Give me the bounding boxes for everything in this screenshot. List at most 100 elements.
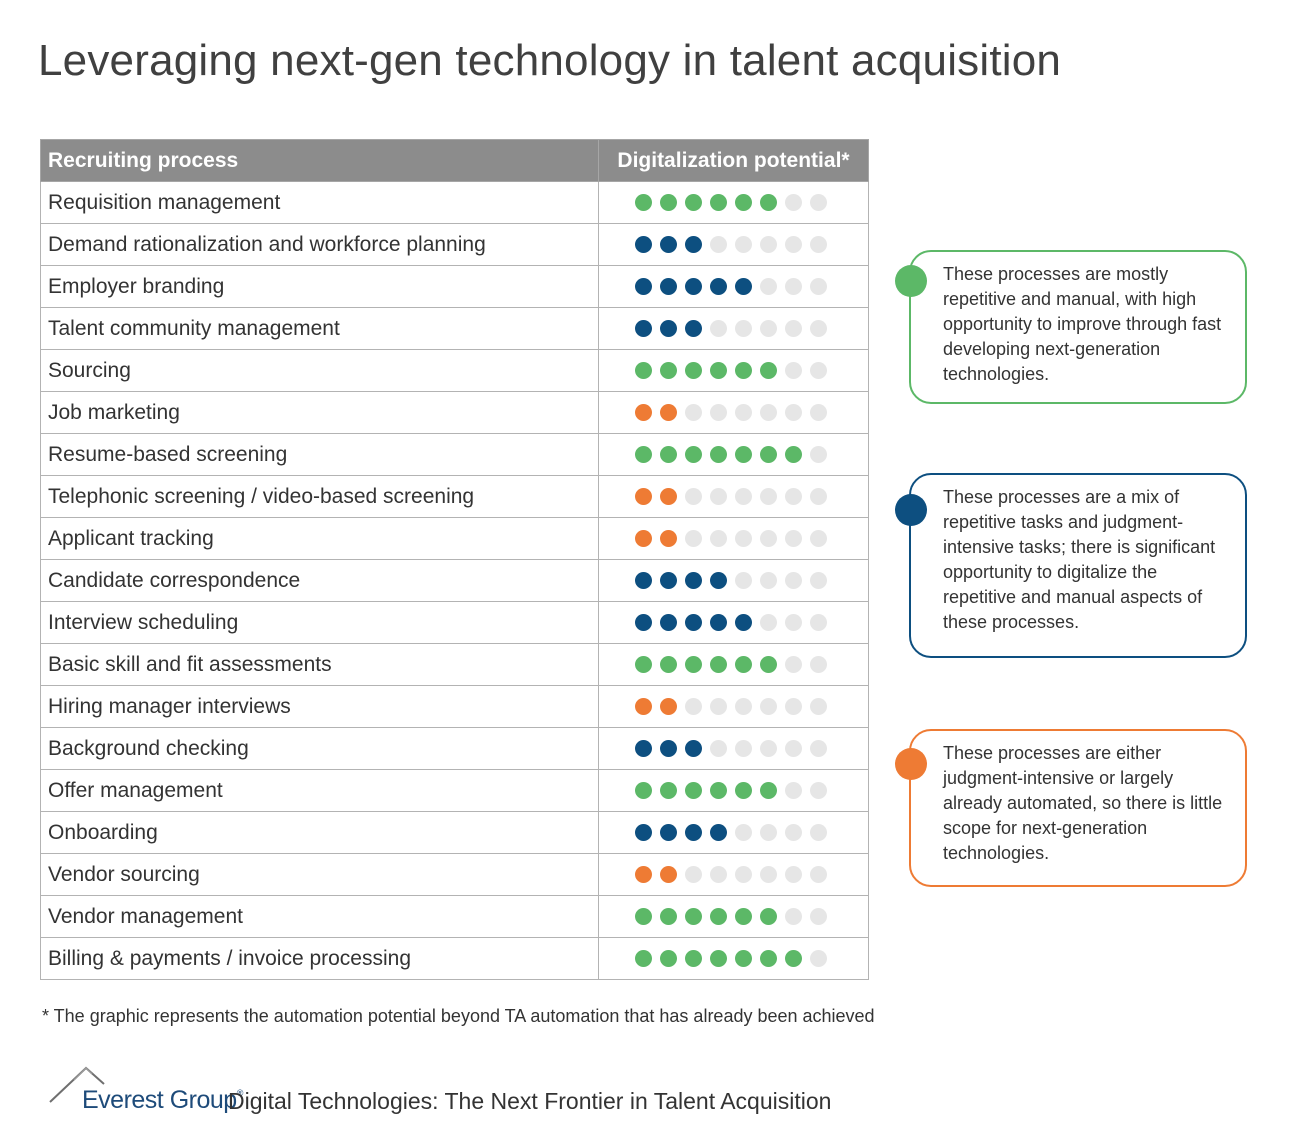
process-name: Basic skill and fit assessments [40, 643, 599, 686]
empty-dot [785, 194, 802, 211]
empty-dot [685, 866, 702, 883]
empty-dot [710, 320, 727, 337]
empty-dot [760, 320, 777, 337]
filled-dot [685, 194, 702, 211]
empty-dot [760, 236, 777, 253]
digitalization-potential [598, 853, 869, 896]
empty-dot [735, 488, 752, 505]
filled-dot [735, 614, 752, 631]
empty-dot [810, 530, 827, 547]
process-name: Talent community management [40, 307, 599, 350]
empty-dot [735, 572, 752, 589]
empty-dot [785, 488, 802, 505]
empty-dot [810, 194, 827, 211]
potential-dots [635, 602, 868, 643]
empty-dot [710, 236, 727, 253]
potential-dots [635, 518, 868, 559]
digitalization-potential [598, 265, 869, 308]
filled-dot [735, 782, 752, 799]
filled-dot [660, 614, 677, 631]
empty-dot [760, 866, 777, 883]
digitalization-potential [598, 391, 869, 434]
filled-dot [710, 950, 727, 967]
empty-dot [810, 740, 827, 757]
table-row: Vendor sourcing [40, 853, 869, 896]
brand-logo-text: Everest Group® [82, 1086, 243, 1114]
empty-dot [810, 572, 827, 589]
empty-dot [760, 530, 777, 547]
empty-dot [735, 320, 752, 337]
filled-dot [660, 446, 677, 463]
empty-dot [710, 488, 727, 505]
filled-dot [635, 530, 652, 547]
filled-dot [710, 824, 727, 841]
empty-dot [810, 866, 827, 883]
filled-dot [760, 950, 777, 967]
legend-text-medium: These processes are a mix of repetitive … [943, 487, 1216, 632]
table-row: Basic skill and fit assessments [40, 643, 869, 686]
filled-dot [710, 278, 727, 295]
empty-dot [785, 614, 802, 631]
process-name: Requisition management [40, 181, 599, 224]
filled-dot [685, 740, 702, 757]
empty-dot [710, 404, 727, 421]
filled-dot [660, 194, 677, 211]
filled-dot [660, 320, 677, 337]
table-header-row: Recruiting process Digitalization potent… [40, 139, 869, 182]
empty-dot [810, 782, 827, 799]
digitalization-potential [598, 307, 869, 350]
empty-dot [785, 698, 802, 715]
digitalization-potential [598, 895, 869, 938]
filled-dot [685, 614, 702, 631]
empty-dot [685, 404, 702, 421]
everest-mountain-icon [49, 1066, 105, 1103]
empty-dot [760, 404, 777, 421]
process-name: Background checking [40, 727, 599, 770]
filled-dot [660, 782, 677, 799]
filled-dot [760, 656, 777, 673]
empty-dot [710, 866, 727, 883]
process-name: Onboarding [40, 811, 599, 854]
potential-dots [635, 266, 868, 307]
filled-dot [685, 320, 702, 337]
filled-dot [760, 782, 777, 799]
empty-dot [785, 782, 802, 799]
empty-dot [685, 530, 702, 547]
empty-dot [735, 404, 752, 421]
empty-dot [810, 236, 827, 253]
filled-dot [635, 782, 652, 799]
filled-dot [660, 908, 677, 925]
filled-dot [685, 362, 702, 379]
potential-dots [635, 560, 868, 601]
filled-dot [660, 656, 677, 673]
table-body: Requisition management Demand rationaliza… [40, 181, 869, 980]
process-name: Telephonic screening / video-based scree… [40, 475, 599, 518]
filled-dot [635, 278, 652, 295]
table-row: Talent community management [40, 307, 869, 350]
column-header-process: Recruiting process [40, 139, 599, 182]
process-name: Interview scheduling [40, 601, 599, 644]
potential-dots [635, 896, 868, 937]
filled-dot [660, 824, 677, 841]
digitalization-potential [598, 475, 869, 518]
empty-dot [760, 740, 777, 757]
table-row: Billing & payments / invoice processing [40, 937, 869, 980]
empty-dot [760, 698, 777, 715]
filled-dot [660, 362, 677, 379]
table-row: Sourcing [40, 349, 869, 392]
filled-dot [785, 446, 802, 463]
empty-dot [810, 362, 827, 379]
empty-dot [810, 908, 827, 925]
filled-dot [710, 446, 727, 463]
filled-dot [635, 236, 652, 253]
empty-dot [785, 656, 802, 673]
empty-dot [810, 656, 827, 673]
potential-dots [635, 308, 868, 349]
filled-dot [635, 614, 652, 631]
filled-dot [710, 614, 727, 631]
filled-dot [635, 404, 652, 421]
legend-text-low: These processes are either judgment-inte… [943, 743, 1223, 863]
recruiting-process-table: Recruiting process Digitalization potent… [40, 139, 869, 980]
empty-dot [735, 236, 752, 253]
empty-dot [735, 698, 752, 715]
